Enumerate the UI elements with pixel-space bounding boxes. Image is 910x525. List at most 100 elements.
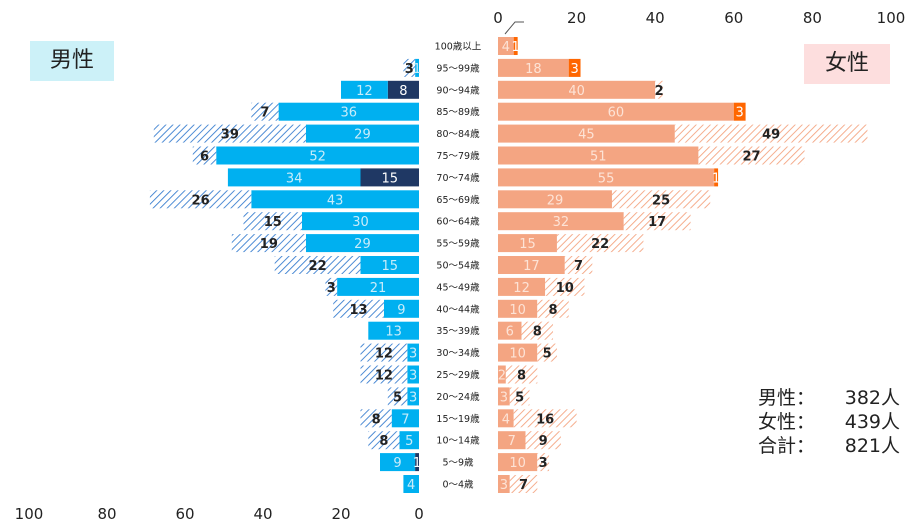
male-bar-hatched [149,190,252,209]
female-bar-light [498,80,656,99]
female-bar-hatched [513,409,577,428]
female-bar-dark [714,168,719,187]
female-data-label: 10 [509,456,526,471]
male-data-label: 3 [409,390,417,405]
male-bar-light [399,431,419,450]
age-category-label: 40～44歳 [436,303,480,315]
female-data-label: 16 [536,412,554,427]
male-bar-hatched [153,124,306,143]
female-data-label: 27 [742,150,760,165]
female-data-label: 3 [570,62,578,77]
female-data-label: 60 [608,106,625,121]
female-bar-light [498,277,546,296]
female-data-label: 49 [762,128,780,143]
age-category-label: 55～59歳 [436,238,480,250]
female-bar-hatched [537,299,569,318]
male-axis-tick-label: 80 [97,505,116,523]
male-axis-tick-label: 40 [253,505,272,523]
male-data-label: 9 [393,456,401,471]
female-data-label: 12 [513,281,530,296]
male-bar-light [383,299,419,318]
male-bar-hatched [243,212,302,231]
female-axis-tick-label: 80 [803,9,822,27]
female-data-label: 25 [652,193,670,208]
male-bar-light [216,146,419,165]
female-bar-light [498,102,734,121]
female-data-label: 22 [591,237,609,252]
female-axis-tick-label: 60 [724,9,743,27]
total-value: 382人 [844,387,900,409]
male-label: 男性 [30,41,114,81]
male-data-label: 13 [385,325,402,340]
female-data-label: 10 [556,281,574,296]
male-data-label: 13 [350,303,368,318]
male-data-label: 26 [192,193,210,208]
male-data-label: 29 [354,237,371,252]
age-category-label: 60～64歳 [436,216,480,228]
male-bar-hatched [360,343,408,362]
total-row-all: 合計： 821人 [758,434,900,458]
female-data-label: 3 [500,478,508,493]
age-category-label: 5～9歳 [442,457,474,469]
male-data-label: 6 [200,150,209,165]
female-data-label: 5 [515,390,524,405]
male-axis-tick-label: 60 [175,505,194,523]
female-data-label: 2 [655,84,664,99]
female-data-label: 3 [539,456,548,471]
female-bar-hatched [537,453,550,472]
female-data-label: 3 [500,390,508,405]
female-bar-light [498,124,675,143]
male-data-label: 3 [409,369,417,384]
total-value: 821人 [844,435,900,457]
male-bar-hatched [360,365,408,384]
female-axis-tick-label: 40 [646,9,665,27]
age-category-label: 100歳以上 [435,41,482,53]
male-data-label: 5 [405,434,413,449]
male-bar-light [251,190,419,209]
female-bar-light [498,212,624,231]
male-data-label: 12 [375,347,393,362]
total-label: 男性： [758,387,816,409]
female-data-label: 9 [539,434,548,449]
male-bar-light [415,58,419,77]
male-bar-hatched [231,234,306,253]
total-label: 合計： [758,435,816,457]
female-data-label: 8 [517,369,526,384]
female-data-label: 10 [509,347,526,362]
age-category-label: 85～89歳 [436,106,480,118]
male-bar-light [360,256,419,274]
female-bar-hatched [521,321,554,340]
female-bar-light [498,146,699,165]
female-bar-light [498,190,612,209]
male-bar-light [337,277,419,296]
male-bar-light [407,343,419,362]
male-axis-tick-label: 20 [331,505,350,523]
age-category-label: 70～74歳 [436,172,480,184]
age-category-label: 20～24歳 [436,391,480,403]
female-data-label: 1 [512,40,520,55]
female-data-label: 29 [547,193,564,208]
male-bar-hatched [333,299,384,318]
age-category-label: 30～34歳 [436,347,480,359]
female-bar-hatched [623,212,691,231]
female-data-label: 40 [568,84,585,99]
female-data-label: 18 [525,62,542,77]
male-bar-hatched [325,277,338,296]
bars-layer [149,37,868,493]
male-data-label: 8 [399,84,407,99]
male-bar-dark [415,453,419,472]
male-data-label: 21 [370,281,387,296]
male-axis-tick-label: 0 [414,505,424,523]
male-bar-light [403,475,419,493]
female-bar-hatched [537,343,557,362]
female-bar-hatched [674,124,868,143]
male-data-label: 22 [309,259,327,274]
age-category-label: 75～79歳 [436,150,480,162]
female-data-label: 17 [648,215,666,230]
female-data-label: 15 [519,237,536,252]
female-bar-dark [513,37,518,55]
male-data-label: 43 [327,193,344,208]
male-data-label: 15 [264,215,282,230]
female-data-label: 8 [548,303,557,318]
